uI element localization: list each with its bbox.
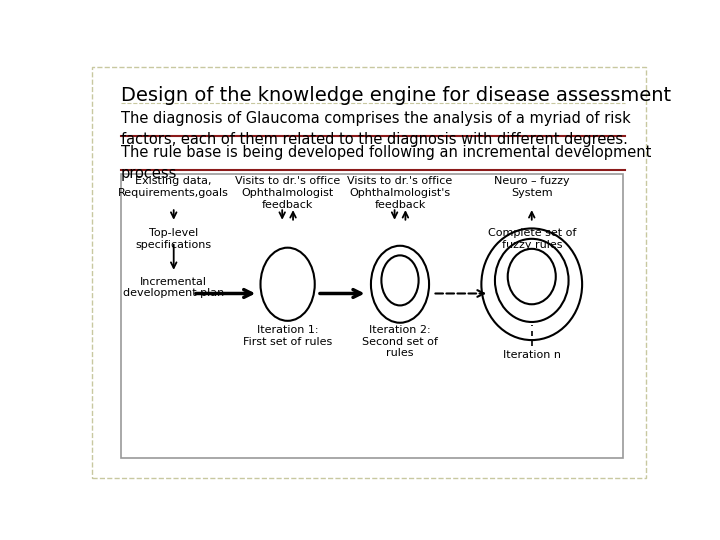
Text: Iteration 1:
First set of rules: Iteration 1: First set of rules	[243, 325, 332, 347]
Text: The diagnosis of Glaucoma comprises the analysis of a myriad of risk
factors, ea: The diagnosis of Glaucoma comprises the …	[121, 111, 631, 147]
Text: Visits to dr.'s office
Ophthalmologist's
feedback: Visits to dr.'s office Ophthalmologist's…	[347, 177, 453, 210]
Text: Iteration n: Iteration n	[503, 350, 561, 360]
Text: Incremental
development plan: Incremental development plan	[123, 276, 225, 298]
Text: Top-level
specifications: Top-level specifications	[135, 228, 212, 249]
Text: Neuro – fuzzy
System: Neuro – fuzzy System	[494, 177, 570, 198]
Text: The rule base is being developed following an incremental development
process: The rule base is being developed followi…	[121, 145, 652, 181]
Text: Complete set of
fuzzy rules: Complete set of fuzzy rules	[487, 228, 576, 249]
Bar	[121, 174, 624, 457]
Text: Existing data,
Requirements,goals: Existing data, Requirements,goals	[118, 177, 229, 198]
Text: Iteration 2:
Second set of
rules: Iteration 2: Second set of rules	[362, 325, 438, 358]
Text: Design of the knowledge engine for disease assessment: Design of the knowledge engine for disea…	[121, 85, 671, 105]
Text: Visits to dr.'s office
Ophthalmologist
feedback: Visits to dr.'s office Ophthalmologist f…	[235, 177, 341, 210]
